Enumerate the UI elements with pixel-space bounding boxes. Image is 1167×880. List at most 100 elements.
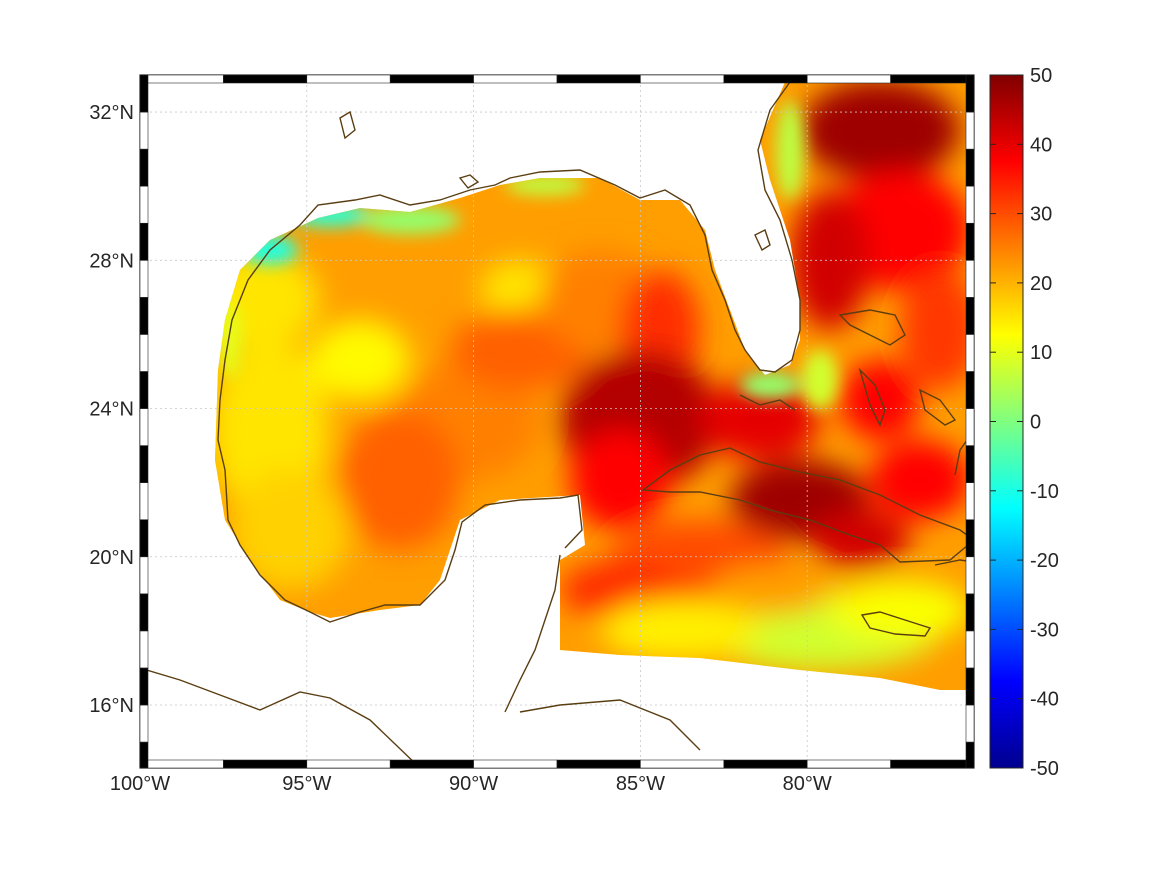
frame-segment (965, 445, 975, 483)
colorbar: 50 40 30 20 10 0 -10 -20 -30 -40 -50 (989, 65, 1059, 780)
heatmap-cell (215, 250, 320, 350)
frame-segment (139, 222, 149, 261)
coastline-path (754, 229, 771, 252)
frame-segment (965, 371, 975, 409)
heatmap-cell (800, 82, 960, 180)
heatmap-cell (830, 580, 970, 640)
frame-segment (139, 148, 149, 187)
y-tick-label: 32°N (89, 102, 134, 124)
heatmap-cell (230, 470, 350, 590)
coastline-path (339, 110, 356, 140)
frame-segment (890, 759, 975, 769)
heatmap-cell (218, 300, 242, 380)
frame-segment (965, 185, 975, 224)
colorbar-tick-label: 50 (1030, 65, 1052, 87)
map-frame (139, 74, 975, 769)
y-tick-label: 20°N (89, 547, 134, 569)
frame-segment (965, 519, 975, 558)
frame-segment (139, 519, 149, 558)
y-tick-label: 16°N (89, 695, 134, 717)
frame-segment (139, 667, 149, 706)
frame-segment (965, 74, 975, 113)
frame-segment (139, 759, 224, 769)
heatmap-cell (900, 270, 970, 390)
frame-segment (139, 259, 149, 298)
frame-segment (139, 334, 149, 372)
x-tick-label: 80°W (783, 773, 832, 795)
frame-segment (965, 297, 975, 335)
x-tick-label: 95°W (282, 773, 331, 795)
heatmap-cell (710, 565, 830, 615)
frame-segment (473, 74, 558, 84)
coastline-path (641, 447, 974, 563)
x-tick-label: 90°W (449, 773, 498, 795)
frame-segment (806, 759, 891, 769)
colorbar-tick-label: -10 (1030, 481, 1059, 503)
frame-segment (139, 445, 149, 483)
y-axis-ticks: 16°N 20°N 24°N 28°N 32°N (89, 102, 134, 717)
frame-segment (139, 593, 149, 632)
frame-segment (223, 759, 308, 769)
frame-segment (965, 667, 975, 706)
frame-segment (965, 259, 975, 298)
frame-segment (640, 74, 725, 84)
frame-segment (965, 741, 975, 769)
colorbar-tick-label: -20 (1030, 550, 1059, 572)
frame-segment (139, 111, 149, 150)
colorbar-tick-label: -50 (1030, 758, 1059, 780)
frame-segment (389, 759, 474, 769)
coastline-path (860, 611, 932, 637)
frame-segment (890, 74, 975, 84)
coastline-path (217, 75, 821, 471)
frame-segment (965, 111, 975, 150)
coastline-path (858, 367, 886, 427)
colorbar-tick-label: 30 (1030, 204, 1052, 226)
x-axis-ticks: 100°W 95°W 90°W 85°W 80°W (110, 773, 832, 795)
colorbar-tick-label: 20 (1030, 273, 1052, 295)
frame-segment (723, 74, 808, 84)
colorbar-tick-label: -30 (1030, 619, 1059, 641)
frame-segment (640, 759, 725, 769)
heatmap-cell (340, 410, 460, 550)
frame-segment (139, 556, 149, 595)
frame-segment (473, 759, 558, 769)
coastline-path (739, 394, 796, 411)
frame-segment (965, 556, 975, 595)
x-tick-label: 85°W (616, 773, 665, 795)
frame-segment (965, 704, 975, 743)
y-tick-label: 28°N (89, 250, 134, 272)
coastline-path (140, 667, 421, 768)
frame-segment (223, 74, 308, 84)
coastline-path (224, 469, 583, 623)
frame-segment (965, 593, 975, 632)
coastline-path (918, 388, 957, 426)
frame-segment (139, 408, 149, 446)
frame-segment (965, 148, 975, 187)
frame-segment (965, 408, 975, 446)
frame-segment (723, 759, 808, 769)
coastline-path (504, 554, 561, 713)
frame-segment (556, 74, 641, 84)
coastline-path (838, 309, 906, 346)
frame-segment (139, 371, 149, 409)
coastlines (140, 75, 974, 768)
heatmap-cell (802, 350, 838, 410)
coastline-path (519, 699, 701, 751)
coastline-path (458, 174, 480, 189)
heatmap-cell (360, 206, 460, 234)
frame-segment (965, 482, 975, 521)
frame-segment (139, 74, 224, 84)
frame-segment (139, 185, 149, 224)
frame-segment (139, 482, 149, 521)
frame-segment (556, 759, 641, 769)
colorbar-tick-label: 10 (1030, 342, 1052, 364)
frame-segment (965, 222, 975, 261)
heatmap-cell (870, 440, 970, 520)
frame-segment (965, 630, 975, 669)
heatmap-cell (740, 371, 800, 399)
frame-segment (139, 630, 149, 669)
frame-segment (139, 704, 149, 743)
heatmap-field (215, 82, 970, 690)
